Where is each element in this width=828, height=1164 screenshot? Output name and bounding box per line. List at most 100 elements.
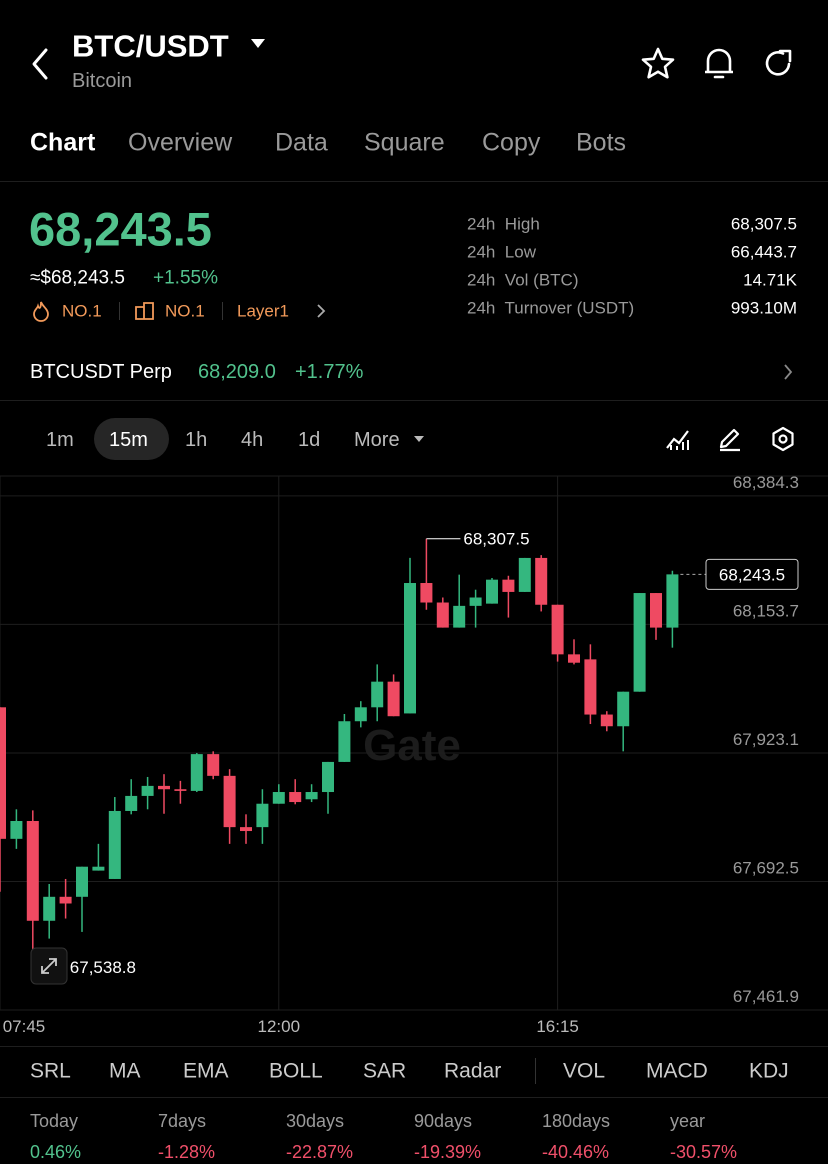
watermark: Gate [363,721,461,770]
candle-body [387,681,400,717]
candle-body [174,789,187,791]
back-button[interactable] [26,44,56,84]
divider [0,400,828,401]
indicator-tab[interactable]: MA [109,1059,141,1083]
candle-body [551,604,564,655]
perf-value: -1.28% [158,1142,216,1162]
candle-body [59,896,72,904]
perf-label: 90days [414,1111,473,1131]
interval-selected-bg [94,418,169,460]
badge[interactable]: NO.1 [62,301,102,321]
interval-active[interactable]: 15m [109,429,148,451]
last-price: 68,243.5 [29,202,212,256]
refresh-icon[interactable] [761,46,797,82]
badge[interactable]: NO.1 [165,301,205,321]
sector-icon [135,302,154,320]
interval[interactable]: 1h [185,429,208,451]
candle-body [256,803,269,828]
indicator-tab[interactable]: SRL [30,1059,71,1083]
tab[interactable]: Copy [482,128,541,157]
candle-body [289,792,302,803]
stat-label: 24h Low [467,242,536,262]
perp-chevron[interactable] [781,362,795,382]
candle-body [535,557,548,605]
divider [0,1046,828,1047]
indicator-tab[interactable]: SAR [363,1059,407,1083]
tab-active[interactable]: Chart [30,128,96,157]
perp-name[interactable]: BTCUSDT Perp [30,361,172,383]
candle-body [322,761,334,793]
indicator-tab[interactable]: Radar [444,1059,502,1083]
alert-icon[interactable] [701,44,737,84]
candle-body [92,866,105,871]
favorite-icon[interactable] [640,46,676,82]
candle-body [436,602,449,628]
candle-body [453,605,466,628]
perp-price: 68,209.0 [198,361,276,383]
interval[interactable]: 1m [46,429,74,451]
candle-body [43,896,56,921]
tab[interactable]: Overview [128,128,233,157]
perf-value: -40.46% [542,1142,610,1162]
badge[interactable]: Layer1 [237,301,289,321]
badge-divider [119,302,120,320]
stat-label: 24h Vol (BTC) [467,270,579,290]
divider [0,181,828,182]
candle-body [207,754,220,776]
stat-value: 68,307.5 [730,214,797,234]
more-dropdown[interactable] [413,434,425,444]
tab[interactable]: Data [275,128,328,157]
candle-body [404,583,416,714]
candle-body [666,574,679,628]
badge-divider [222,302,223,320]
indicator-tab[interactable]: EMA [183,1059,229,1083]
candle-body [568,654,580,663]
candlestick-chart: Gate 67,461.9 67,692.5 67,923.1 68,153.7 68,3… [0,473,828,1036]
perf-label: year [670,1111,706,1131]
draw-icon[interactable] [717,426,743,452]
candle-body [650,593,662,628]
stat-value: 993.10M [730,298,797,318]
candle-body [338,721,351,762]
interval-more[interactable]: More [354,429,400,451]
indicator-tab[interactable]: KDJ [749,1059,789,1083]
interval[interactable]: 1d [298,429,321,451]
perf-value: 0.46% [30,1142,82,1162]
fullscreen-button[interactable] [30,947,68,985]
indicator-tab[interactable]: MACD [646,1059,708,1083]
candle-body [305,792,318,800]
indicator-icon[interactable] [665,426,691,452]
perf-value: -19.39% [414,1142,482,1162]
tab[interactable]: Bots [576,128,627,157]
candle-body [141,785,154,796]
candle-body [223,775,236,828]
y-tick-label: 68,153.7 [733,601,799,620]
candle-body [518,557,531,592]
candle-body [0,707,6,839]
candle-body [272,792,285,804]
stat-label: 24h High [467,214,540,234]
candle-body [584,659,597,715]
pair-dropdown[interactable] [249,37,267,51]
y-tick-label: 67,692.5 [733,858,799,877]
x-tick-label: 07:45 [3,1017,46,1036]
interval[interactable]: 4h [241,429,264,451]
indicator-tab[interactable]: VOL [563,1059,606,1083]
indicator-tab[interactable]: BOLL [269,1059,323,1083]
candle-body [502,579,515,592]
pair-title[interactable]: BTC/USDT [72,28,229,64]
candle-body [190,754,203,791]
candle-body [125,795,138,811]
usd-price: ≈$68,243.5 [30,267,125,289]
price-change: +1.55% [153,267,218,289]
tab[interactable]: Square [364,128,445,157]
settings-icon[interactable] [770,426,796,452]
x-tick-label: 12:00 [258,1017,301,1036]
last-price-label: 68,243.5 [719,565,785,584]
y-tick-label: 67,923.1 [733,730,799,749]
perf-label: 180days [542,1111,611,1131]
badge-chevron[interactable] [314,302,328,320]
candle-body [486,579,498,604]
candle-body [633,593,646,692]
